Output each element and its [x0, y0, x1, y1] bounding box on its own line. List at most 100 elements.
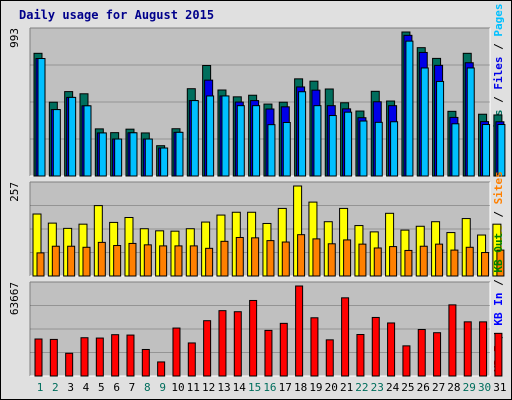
bar-kbf-17: [279, 322, 288, 377]
bar-kbf-8: [141, 348, 150, 377]
x-tick-label-24: 24: [386, 381, 400, 394]
bar-kbf-22: [356, 334, 365, 377]
bar-kbf-16: [264, 329, 273, 377]
kbytes-panel-series-label-3: /: [492, 273, 505, 293]
bar-pages-10: [175, 131, 184, 177]
kbytes-panel-bg: [30, 282, 490, 376]
x-tick-label-13: 13: [217, 381, 230, 394]
bar-pages-1: [37, 58, 46, 177]
x-tick-label-16: 16: [263, 381, 276, 394]
bar-kbf-5: [95, 337, 104, 377]
bar-pages-26: [420, 67, 429, 177]
bar-pages-4: [83, 105, 92, 177]
x-tick-label-1: 1: [37, 381, 44, 394]
x-tick-label-12: 12: [202, 381, 215, 394]
visits-panel-series-label-2: Sites: [492, 171, 505, 204]
bar-pages-9: [160, 147, 169, 177]
x-tick-label-11: 11: [187, 381, 200, 394]
bar-pages-22: [359, 120, 368, 177]
bar-pages-8: [144, 138, 153, 177]
x-tick-label-25: 25: [401, 381, 414, 394]
bar-pages-28: [451, 123, 460, 177]
bar-kbf-4: [80, 337, 89, 377]
bar-kbf-15: [249, 299, 258, 377]
x-tick-label-5: 5: [98, 381, 105, 394]
bar-pages-2: [52, 109, 61, 177]
bar-sites-23: [373, 247, 382, 277]
x-tick-label-21: 21: [340, 381, 353, 394]
bar-kbf-26: [417, 328, 426, 377]
x-tick-label-15: 15: [248, 381, 261, 394]
bar-pages-11: [190, 100, 199, 177]
bar-kbf-28: [448, 304, 457, 377]
hits-panel-ymax-label: 993: [8, 28, 21, 48]
bar-pages-15: [252, 105, 261, 177]
bar-sites-12: [205, 247, 214, 277]
bar-sites-29: [465, 246, 474, 277]
bar-sites-10: [174, 245, 183, 277]
kbytes-panel-series-label-4: KB Out: [492, 233, 505, 273]
x-tick-label-27: 27: [432, 381, 445, 394]
bar-pages-19: [313, 105, 322, 177]
x-tick-label-2: 2: [52, 381, 59, 394]
bar-sites-25: [404, 249, 413, 277]
bar-kbf-2: [49, 338, 58, 377]
x-tick-label-10: 10: [171, 381, 184, 394]
bar-pages-23: [374, 121, 383, 177]
bar-kbf-7: [126, 334, 135, 377]
bar-pages-17: [282, 121, 291, 177]
bar-kbf-20: [325, 339, 334, 377]
kbytes-panel-series-label-2: KB In: [492, 293, 505, 326]
chart-title: Daily usage for August 2015: [19, 8, 214, 22]
bar-pages-29: [466, 67, 475, 177]
x-tick-label-26: 26: [417, 381, 430, 394]
bar-kbf-12: [203, 320, 212, 377]
bar-kbf-6: [111, 334, 120, 377]
bar-sites-4: [82, 246, 91, 277]
bar-sites-20: [327, 243, 336, 277]
x-tick-label-22: 22: [355, 381, 368, 394]
bar-kbf-10: [172, 327, 181, 377]
x-tick-label-4: 4: [83, 381, 90, 394]
x-tick-label-31: 31: [493, 381, 506, 394]
bar-kbf-25: [402, 345, 411, 377]
bar-sites-30: [481, 252, 490, 277]
bar-pages-13: [221, 95, 230, 177]
bar-pages-24: [390, 121, 399, 177]
bar-pages-27: [436, 80, 445, 177]
x-tick-label-17: 17: [279, 381, 292, 394]
bar-kbf-9: [157, 361, 166, 377]
bar-sites-1: [36, 252, 45, 277]
visits-panel-ymax-label: 257: [8, 182, 21, 202]
bar-sites-3: [67, 245, 76, 277]
x-tick-label-7: 7: [129, 381, 136, 394]
bar-pages-16: [267, 124, 276, 177]
x-tick-label-30: 30: [478, 381, 491, 394]
bar-sites-2: [51, 245, 60, 277]
x-tick-label-9: 9: [159, 381, 166, 394]
bar-sites-14: [235, 236, 244, 277]
bar-sites-27: [435, 243, 444, 277]
visits-panel-series-label-1: /: [492, 204, 505, 224]
bar-pages-6: [114, 138, 123, 177]
bar-sites-16: [266, 240, 275, 277]
bar-pages-31: [497, 124, 506, 177]
bar-sites-9: [159, 245, 168, 277]
bar-sites-11: [189, 245, 198, 277]
bar-sites-13: [220, 240, 229, 277]
bar-kbf-21: [341, 297, 350, 377]
bar-pages-21: [344, 111, 353, 177]
bar-sites-24: [389, 246, 398, 277]
bar-kbf-14: [233, 311, 242, 377]
bar-kbf-11: [187, 342, 196, 377]
bar-pages-18: [298, 91, 307, 177]
bar-kbf-31: [494, 332, 503, 377]
bar-sites-6: [113, 245, 122, 277]
bar-kbf-24: [387, 322, 396, 377]
bar-sites-5: [97, 241, 106, 277]
x-tick-label-14: 14: [233, 381, 247, 394]
x-tick-label-19: 19: [309, 381, 322, 394]
x-tick-label-18: 18: [294, 381, 307, 394]
x-tick-label-29: 29: [463, 381, 476, 394]
